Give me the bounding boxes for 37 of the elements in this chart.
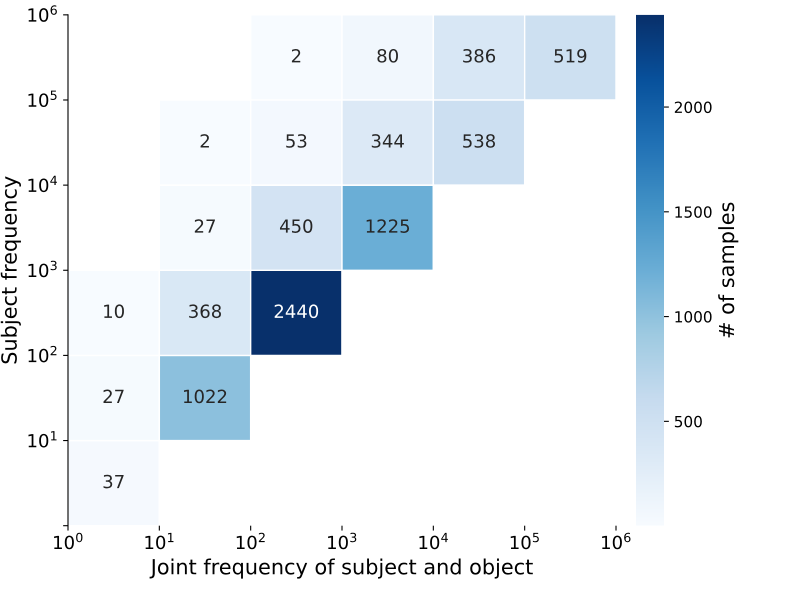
y-tick-label: 10$^{1}$: [28, 431, 57, 448]
y-tick-label: 10$^{6}$: [28, 5, 57, 22]
x-tick-label: 10$^{1}$: [145, 532, 174, 550]
y-tick-label: 10$^{3}$: [28, 260, 57, 278]
data-label: 2: [200, 134, 209, 148]
data-label: 2: [292, 49, 300, 62]
data-label: 538: [463, 134, 495, 148]
x-tick-label: 10$^{0}$: [54, 532, 82, 550]
data-label: 386: [463, 49, 496, 63]
x-tick-label: 10$^{3}$: [328, 532, 356, 550]
data-label: 27: [194, 219, 215, 233]
data-label: 27: [104, 390, 124, 403]
data-label: 10: [104, 304, 124, 318]
x-tick-label: 10$^{2}$: [236, 532, 265, 550]
y-tick-label: 10$^{5}$: [28, 90, 57, 107]
color-bar-label: 500: [674, 416, 702, 428]
data-label: 1022: [184, 390, 226, 404]
data-label: 2440: [274, 304, 318, 318]
y-axis-title: Subject frequency: [0, 176, 21, 364]
color-bar-title: # of samples: [718, 202, 738, 338]
color-bar-label: 1000: [675, 311, 712, 323]
data-label: 53: [286, 134, 306, 148]
data-label: 368: [189, 304, 221, 318]
data-label: 80: [377, 49, 398, 63]
data-label: 37: [104, 474, 124, 488]
data-label: 450: [280, 219, 312, 233]
x-axis-title: Joint frequency of subject and object: [150, 558, 533, 579]
y-tick-label: 10$^{2}$: [28, 346, 56, 362]
y-tick-label: 10$^{4}$: [28, 176, 57, 192]
x-tick-label: 10$^{6}$: [602, 532, 631, 550]
data-label: 519: [554, 49, 586, 63]
data-label: 1225: [366, 219, 410, 233]
color-bar-label: 1500: [675, 206, 712, 218]
x-tick-label: 10$^{4}$: [419, 532, 448, 550]
x-tick-label: 10$^{5}$: [510, 532, 539, 550]
data-label: 344: [372, 134, 404, 148]
color-bar-label: 2000: [674, 102, 712, 114]
